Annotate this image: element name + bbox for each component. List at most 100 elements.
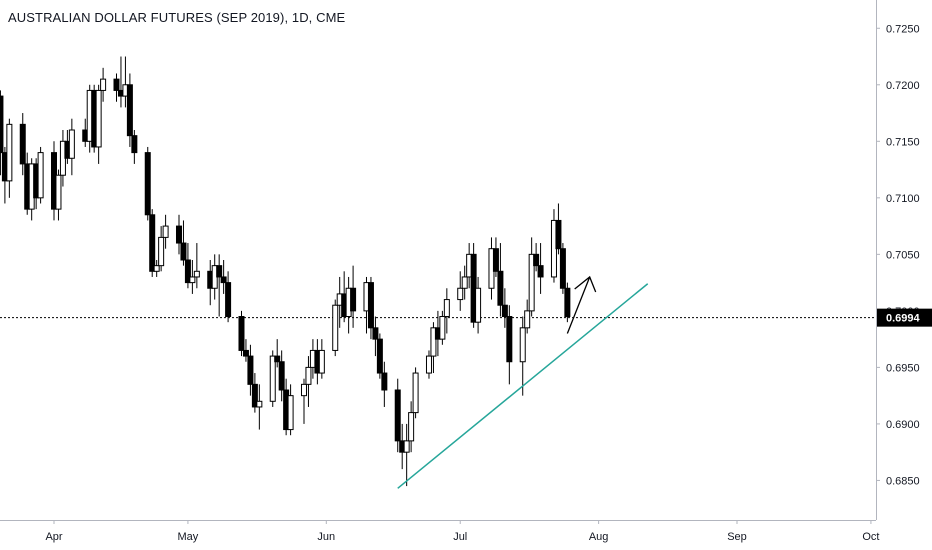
candle bbox=[269, 350, 276, 407]
candle-body-up bbox=[100, 78, 107, 91]
time-tick-label: Oct bbox=[862, 531, 879, 543]
arrow-shaft[interactable] bbox=[566, 276, 591, 334]
price-tick-label: 0.6900 bbox=[886, 419, 920, 431]
price-tick-label: 0.7150 bbox=[886, 136, 920, 148]
arrow-head[interactable] bbox=[574, 275, 597, 293]
candle-body-up bbox=[457, 287, 464, 301]
candle bbox=[193, 243, 200, 289]
candle-body-up bbox=[158, 236, 165, 267]
time-axis[interactable]: Apr May Jun Jul Aug Sep Oct bbox=[0, 520, 879, 543]
candle-body-down bbox=[372, 327, 379, 340]
candle-body-up bbox=[318, 349, 325, 374]
candle-body-up bbox=[439, 316, 446, 340]
price-axis[interactable]: 0.68500.69000.69500.70000.70500.71000.71… bbox=[876, 0, 920, 520]
candle bbox=[305, 356, 312, 407]
candle bbox=[376, 333, 383, 379]
candle-body-down bbox=[144, 152, 151, 216]
time-tick-label: Sep bbox=[727, 531, 747, 543]
candle-body-up bbox=[475, 287, 482, 323]
candle bbox=[274, 339, 281, 368]
candle bbox=[131, 130, 138, 164]
candle-body-down bbox=[376, 338, 383, 374]
candle bbox=[256, 384, 263, 430]
candle-body-down bbox=[492, 248, 499, 272]
candle bbox=[144, 146, 151, 221]
time-tick-label: Jul bbox=[453, 531, 467, 543]
candle bbox=[162, 214, 169, 249]
candle bbox=[153, 260, 160, 277]
candle bbox=[175, 214, 182, 255]
candle bbox=[475, 276, 482, 334]
candle bbox=[180, 220, 187, 266]
candle bbox=[430, 322, 437, 374]
price-tick-label: 0.7200 bbox=[886, 80, 920, 92]
candle bbox=[287, 384, 294, 436]
candle bbox=[528, 237, 535, 317]
candle bbox=[332, 299, 339, 357]
candle bbox=[412, 367, 419, 419]
candle-body-down bbox=[0, 95, 4, 154]
candle-body-up bbox=[55, 174, 62, 210]
candle-body-up bbox=[162, 225, 169, 238]
trendline[interactable] bbox=[397, 283, 649, 489]
candle bbox=[350, 265, 357, 328]
candle-body-down bbox=[184, 259, 191, 284]
candle bbox=[564, 282, 571, 323]
candle bbox=[381, 361, 388, 407]
candle bbox=[537, 243, 544, 294]
candle-body-up bbox=[408, 412, 415, 442]
candle-body-up bbox=[412, 372, 419, 414]
price-tick-label: 0.6950 bbox=[886, 362, 920, 374]
candle bbox=[149, 209, 156, 277]
candle bbox=[497, 243, 504, 317]
candle-body-down bbox=[175, 225, 182, 244]
candle-body-down bbox=[242, 349, 249, 357]
candle-body-down bbox=[559, 248, 566, 289]
candle bbox=[158, 226, 165, 272]
candle bbox=[439, 310, 446, 345]
candle bbox=[242, 339, 249, 362]
candles bbox=[0, 56, 571, 487]
time-tick-label: Apr bbox=[45, 531, 62, 543]
candle bbox=[457, 271, 464, 311]
candle bbox=[559, 243, 566, 294]
candle bbox=[519, 316, 526, 396]
time-tick-label: Jun bbox=[317, 531, 335, 543]
candle-body-up bbox=[425, 355, 432, 374]
candle bbox=[506, 305, 513, 385]
candle-body-down bbox=[501, 304, 508, 318]
drawings[interactable] bbox=[397, 275, 649, 489]
candle-body-down bbox=[381, 372, 388, 391]
candle bbox=[533, 243, 540, 272]
candle bbox=[278, 350, 285, 402]
candle-body-down bbox=[220, 276, 227, 284]
candle-body-down bbox=[19, 123, 26, 165]
candle bbox=[318, 339, 325, 379]
candle-body-down bbox=[238, 316, 245, 351]
candle-body-up bbox=[519, 327, 526, 363]
candle-body-down bbox=[113, 78, 120, 91]
candle bbox=[247, 344, 254, 396]
candle-body-down bbox=[506, 316, 513, 363]
candle bbox=[55, 169, 62, 221]
candle-body-down bbox=[350, 287, 357, 312]
candle-body-up bbox=[332, 304, 339, 351]
candle-body-up bbox=[193, 270, 200, 278]
candle-body-down bbox=[533, 253, 540, 267]
candle bbox=[300, 378, 307, 424]
candle bbox=[37, 146, 44, 204]
candle bbox=[492, 237, 499, 277]
candle-body-up bbox=[68, 129, 75, 159]
last-price-tag: 0.6994 bbox=[877, 308, 932, 327]
last-price-label: 0.6994 bbox=[886, 313, 921, 325]
time-tick-label: Aug bbox=[589, 531, 609, 543]
candle bbox=[425, 350, 432, 379]
candle-body-up bbox=[256, 400, 263, 408]
chart-title: AUSTRALIAN DOLLAR FUTURES (SEP 2019), 1D… bbox=[8, 10, 346, 25]
candle-body-down bbox=[274, 355, 281, 363]
candle bbox=[501, 288, 508, 328]
candle bbox=[408, 401, 415, 453]
candle-body-up bbox=[6, 123, 13, 182]
candle bbox=[95, 84, 102, 164]
